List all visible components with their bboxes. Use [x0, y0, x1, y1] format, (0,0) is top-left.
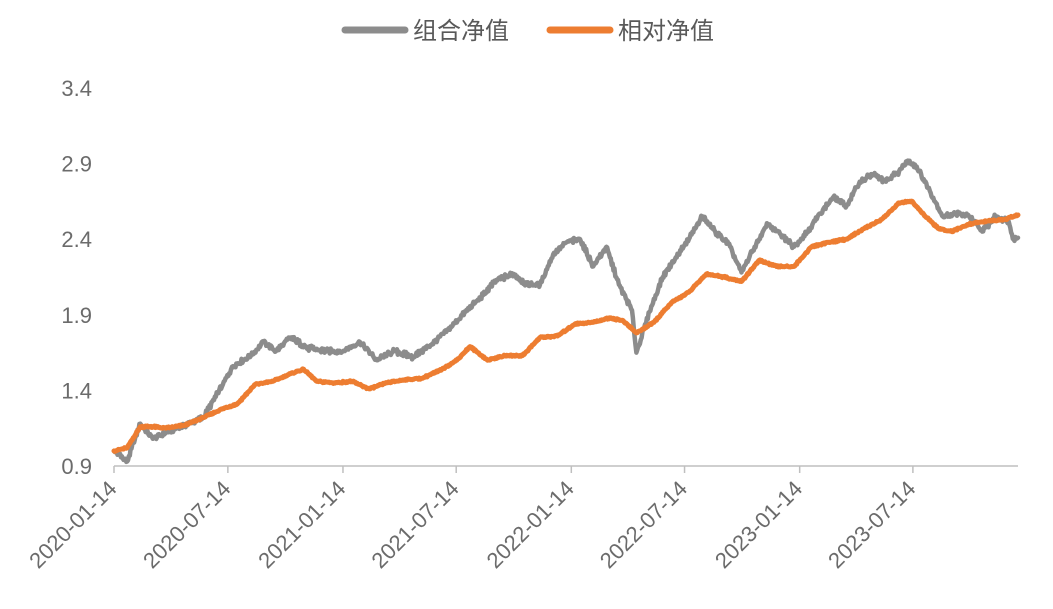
x-tick-label: 2023-07-14: [823, 476, 920, 573]
legend-label: 组合净值: [413, 17, 509, 45]
x-tick-label: 2022-07-14: [595, 476, 692, 573]
series-layer: [111, 158, 1021, 465]
series-line: [111, 158, 1021, 465]
y-tick-label: 2.9: [61, 152, 92, 177]
y-tick-label: 1.9: [61, 303, 92, 328]
legend: 组合净值 相对净值: [341, 17, 714, 45]
x-tick-label: 2020-07-14: [138, 476, 235, 573]
x-axis: 2020-01-14 2020-07-14 2021-01-14 2021-07-14…: [24, 465, 1018, 573]
series-line: [111, 198, 1021, 454]
y-tick-label: 2.4: [61, 227, 92, 252]
x-tick-label: 2021-07-14: [366, 476, 463, 573]
x-tick-label: 2020-01-14: [24, 476, 121, 573]
x-tick-label: 2023-01-14: [710, 476, 807, 573]
y-tick-label: 3.4: [61, 76, 92, 101]
legend-label: 相对净值: [618, 17, 714, 45]
y-tick-label: 1.4: [61, 378, 92, 403]
x-tick-label: 2022-01-14: [482, 476, 579, 573]
x-tick-label: 2021-01-14: [253, 476, 350, 573]
y-axis: 0.9 1.4 1.9 2.4 2.9 3.4: [61, 76, 92, 479]
y-tick-label: 0.9: [61, 454, 92, 479]
